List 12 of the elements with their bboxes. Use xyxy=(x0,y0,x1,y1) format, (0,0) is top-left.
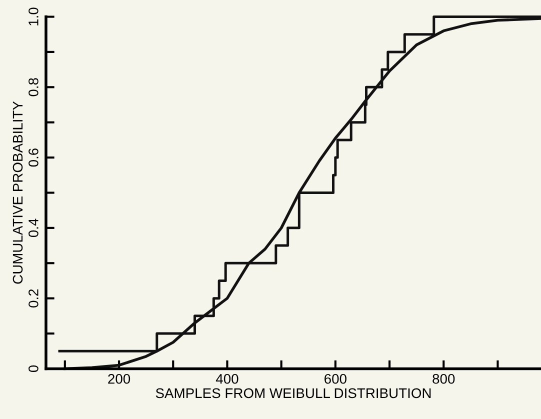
y-tick-label: 0.2 xyxy=(28,289,38,308)
y-tick-label: 0.6 xyxy=(28,148,38,167)
y-tick-label: 1.0 xyxy=(28,8,38,26)
x-tick-label: 400 xyxy=(216,374,238,384)
x-tick-label: 800 xyxy=(432,374,455,384)
y-tick-label: 0 xyxy=(28,365,38,372)
y-tick-label: 0.4 xyxy=(28,218,38,238)
y-tick-label: 0.8 xyxy=(28,78,38,96)
y-axis-title: CUMULATIVE PROBABILITY xyxy=(12,101,23,284)
x-tick-label: 200 xyxy=(108,374,130,384)
x-axis-title: SAMPLES FROM WEIBULL DISTRIBUTION xyxy=(156,388,431,398)
x-tick-label: 600 xyxy=(324,374,346,384)
